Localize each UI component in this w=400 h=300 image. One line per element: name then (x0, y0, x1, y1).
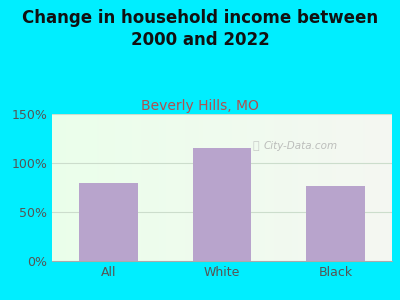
Text: Change in household income between
2000 and 2022: Change in household income between 2000 … (22, 9, 378, 49)
Bar (306, 185, 365, 261)
Text: City-Data.com: City-Data.com (263, 141, 337, 151)
Text: Beverly Hills, MO: Beverly Hills, MO (141, 99, 259, 113)
Bar (79, 183, 138, 261)
Bar (192, 148, 252, 261)
Text: ⓘ: ⓘ (253, 141, 259, 151)
